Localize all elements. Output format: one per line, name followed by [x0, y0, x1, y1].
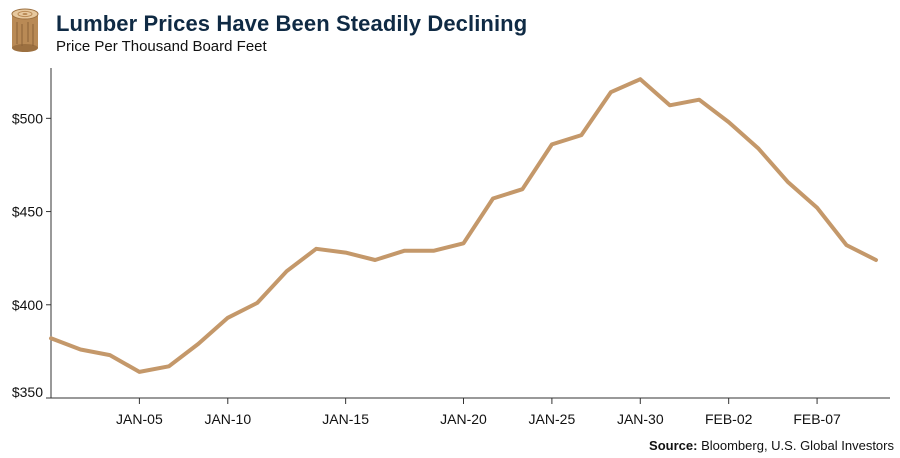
y-tick-label: $350	[12, 384, 43, 400]
x-tick-label: JAN-10	[204, 411, 251, 427]
x-tick-label: JAN-15	[322, 411, 369, 427]
source-text: Bloomberg, U.S. Global Investors	[701, 438, 894, 453]
x-tick-label: JAN-20	[440, 411, 487, 427]
y-tick-label: $450	[12, 204, 43, 220]
source-note: Source: Bloomberg, U.S. Global Investors	[649, 438, 894, 453]
x-tick-label: JAN-30	[617, 411, 664, 427]
x-tick-label: FEB-02	[705, 411, 753, 427]
x-tick-label: JAN-25	[529, 411, 576, 427]
y-tick-label: $400	[12, 297, 43, 313]
source-label: Source:	[649, 438, 698, 453]
wood-log-icon	[11, 8, 39, 52]
y-tick-label: $500	[12, 110, 43, 126]
chart-title: Lumber Prices Have Been Steadily Declini…	[56, 11, 528, 36]
x-tick-label: FEB-07	[793, 411, 841, 427]
chart-subtitle: Price Per Thousand Board Feet	[56, 38, 267, 55]
x-tick-label: JAN-05	[116, 411, 163, 427]
series-line	[49, 77, 878, 374]
chart-header: Lumber Prices Have Been Steadily Declini…	[10, 6, 890, 58]
